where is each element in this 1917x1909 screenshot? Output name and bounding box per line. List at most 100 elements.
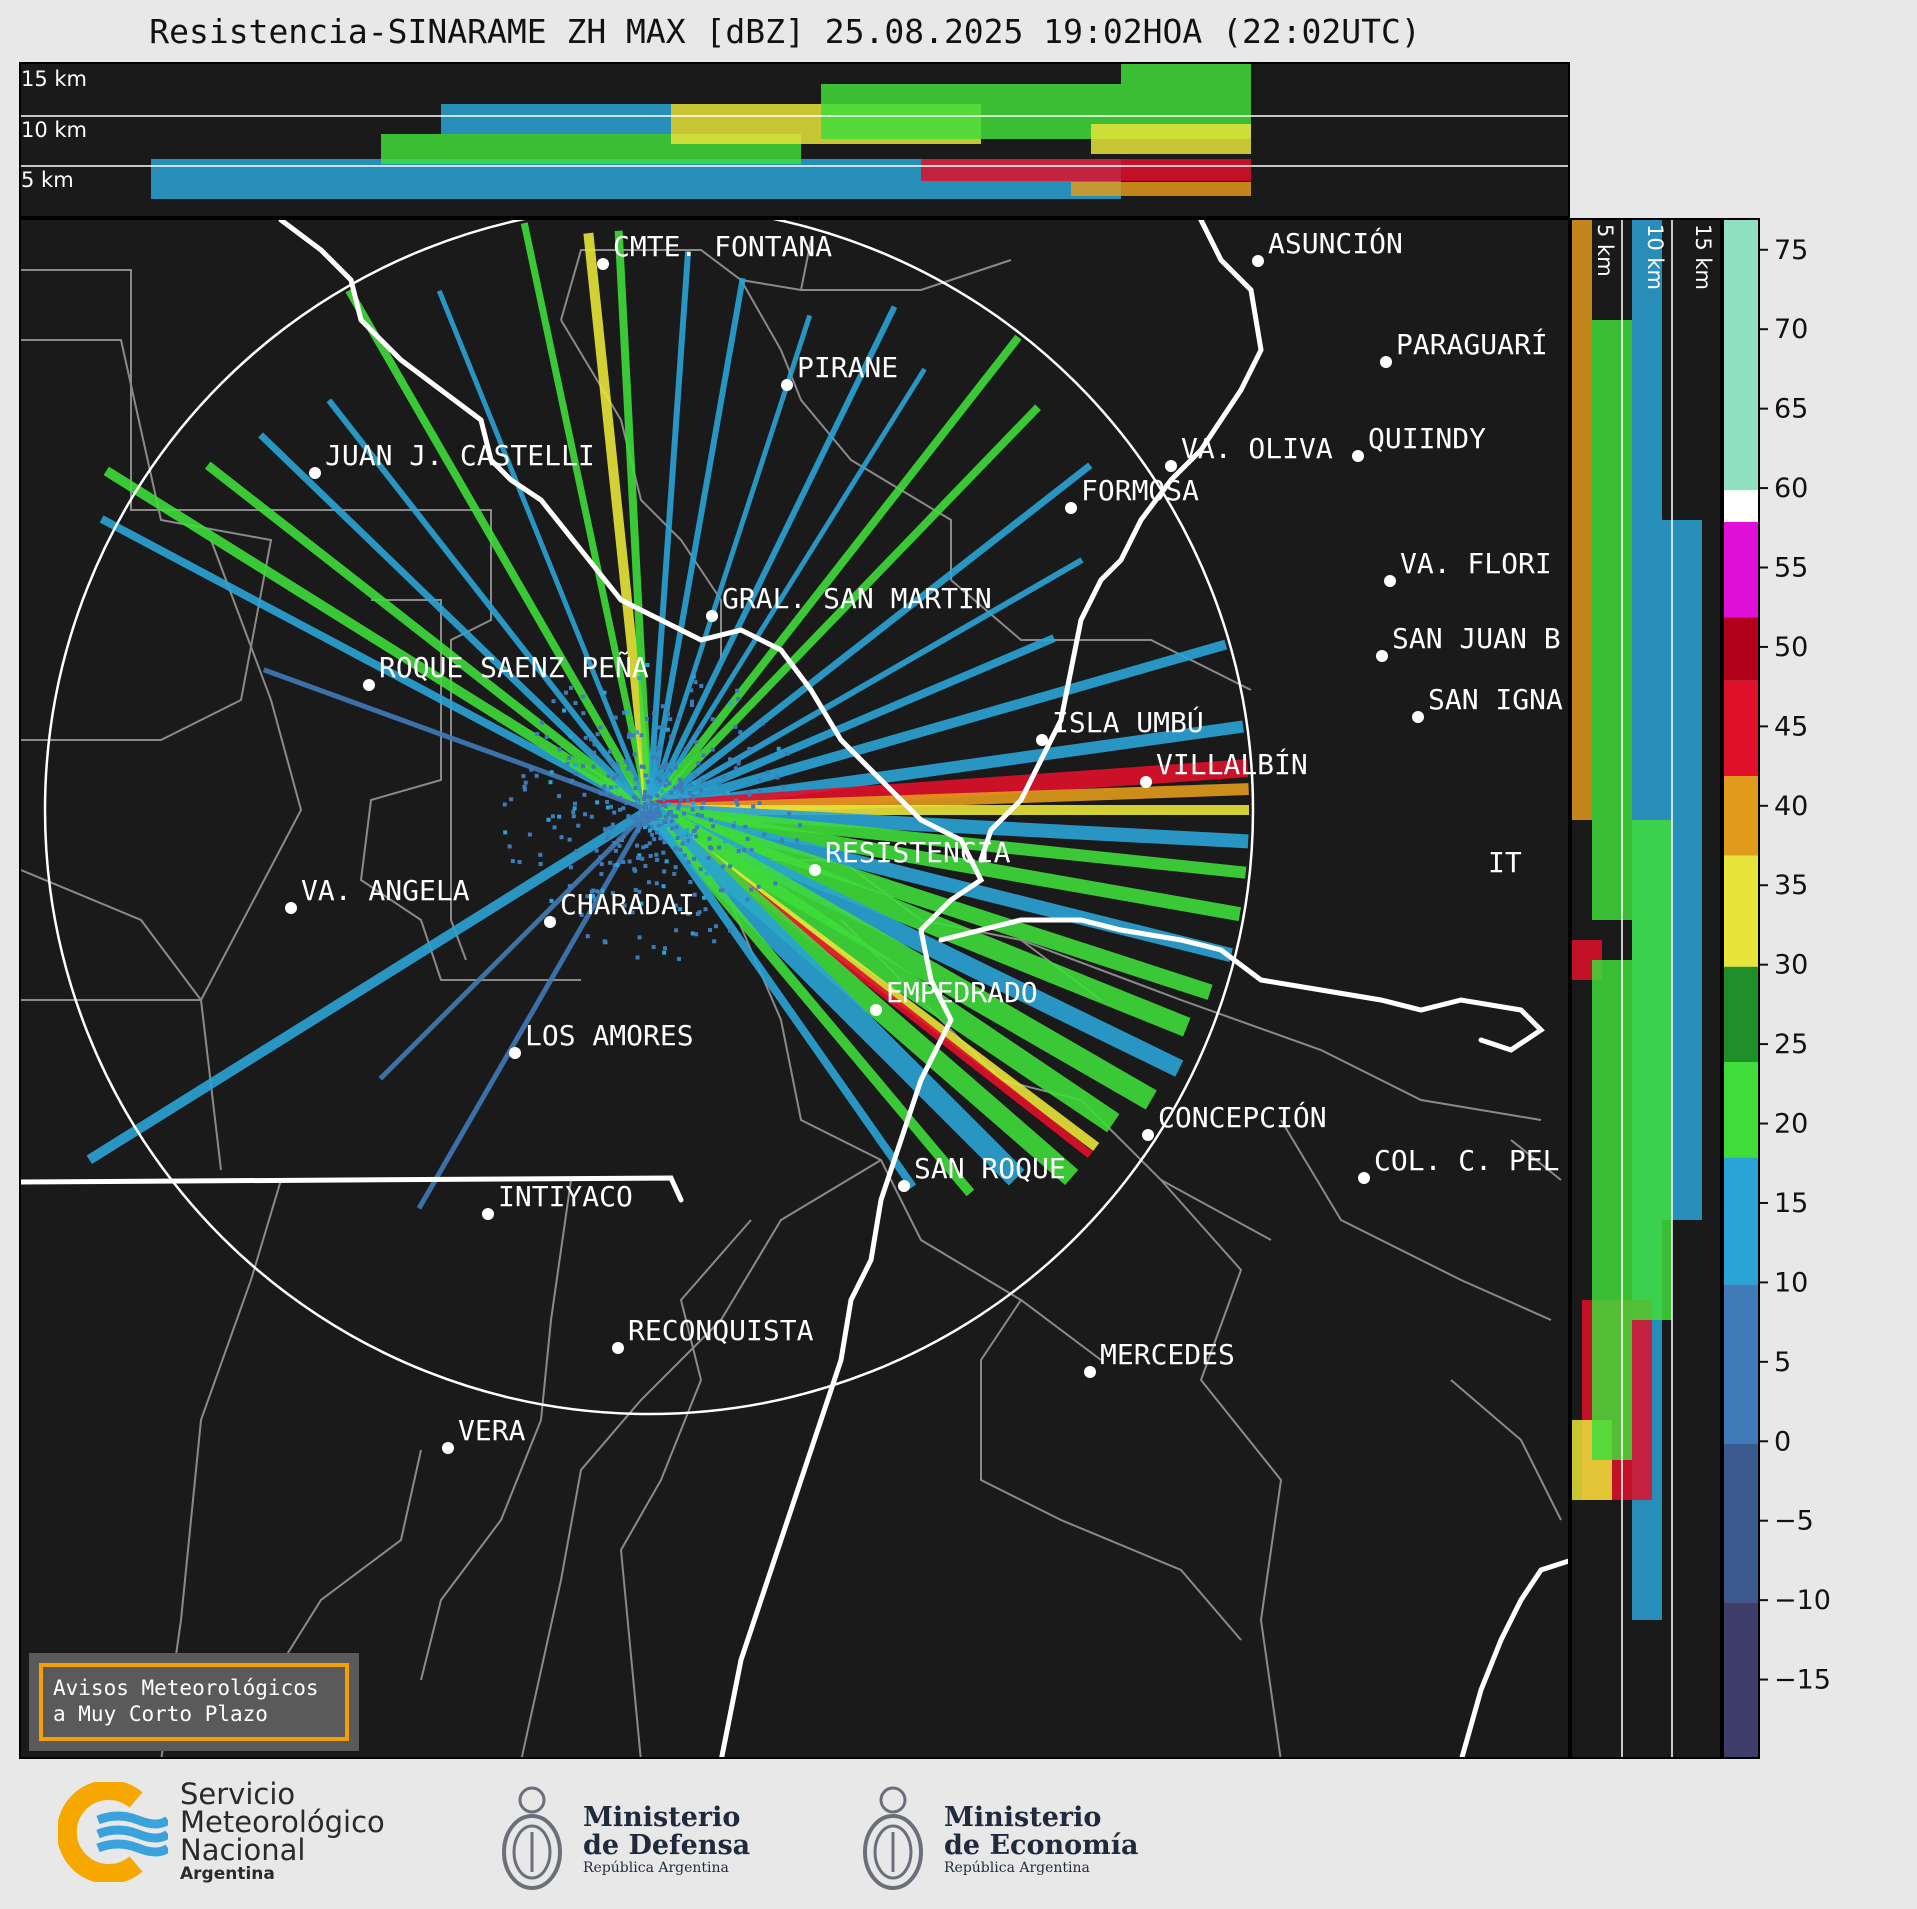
clutter-dot bbox=[613, 848, 618, 853]
clutter-dot bbox=[613, 715, 618, 720]
clutter-dot bbox=[626, 813, 631, 818]
boundary-line bbox=[520, 1159, 882, 1757]
clutter-dot bbox=[644, 819, 649, 824]
clutter-dot bbox=[694, 825, 699, 830]
city-label: VILLALBÍN bbox=[1156, 747, 1308, 781]
city-label: CHARADAI bbox=[560, 888, 695, 921]
top-echo-bands bbox=[151, 64, 1251, 199]
colorbar-tick-label: −5 bbox=[1774, 1506, 1814, 1537]
clutter-dot bbox=[510, 859, 515, 864]
clutter-dot bbox=[620, 838, 625, 843]
clutter-dot bbox=[642, 793, 647, 798]
clutter-dot bbox=[672, 871, 677, 876]
clutter-dot bbox=[573, 771, 578, 776]
clutter-dot bbox=[734, 798, 739, 803]
profile-band bbox=[1091, 124, 1251, 154]
clutter-dot bbox=[603, 827, 608, 832]
clutter-dot bbox=[708, 817, 713, 822]
clutter-dot bbox=[760, 721, 765, 726]
clutter-dot bbox=[698, 867, 703, 872]
clutter-dot bbox=[681, 811, 686, 816]
city-marker: PARAGUARÍ bbox=[1380, 327, 1548, 368]
clutter-dot bbox=[645, 803, 650, 808]
clutter-dot bbox=[647, 880, 652, 885]
clutter-dot bbox=[694, 834, 699, 839]
clutter-dot bbox=[657, 764, 662, 769]
colorbar-segment bbox=[1724, 855, 1758, 967]
clutter-dot bbox=[776, 746, 781, 751]
clutter-dot bbox=[673, 765, 678, 770]
clutter-dot bbox=[677, 956, 682, 961]
clutter-dot bbox=[615, 862, 620, 867]
clutter-dot bbox=[612, 776, 617, 781]
clutter-dot bbox=[638, 818, 643, 823]
clutter-dot bbox=[548, 780, 553, 785]
clutter-dot bbox=[549, 898, 554, 903]
avisos-box: Avisos Meteorológicos a Muy Corto Plazo bbox=[39, 1663, 349, 1741]
clutter-dot bbox=[731, 824, 736, 829]
reflectivity-ray bbox=[646, 367, 927, 812]
clutter-dot bbox=[535, 732, 540, 737]
colorbar-segment bbox=[1724, 490, 1758, 522]
clutter-dot bbox=[673, 903, 678, 908]
clutter-dot bbox=[691, 801, 696, 806]
city-dot bbox=[1376, 650, 1388, 662]
clutter-dot bbox=[645, 663, 650, 668]
radar-map[interactable]: CMTE. FONTANA PIRANE ASUNCIÓN PARAGUARÍ JUAN… bbox=[19, 218, 1570, 1759]
clutter-dot bbox=[617, 807, 622, 812]
clutter-dot bbox=[651, 755, 656, 760]
colorbar-tick-label: 30 bbox=[1774, 950, 1808, 981]
colorbar-tick-label: 40 bbox=[1774, 791, 1808, 822]
clutter-dot bbox=[787, 811, 792, 816]
clutter-dot bbox=[677, 802, 682, 807]
clutter-dot bbox=[641, 845, 646, 850]
city-label: IT bbox=[1488, 846, 1522, 879]
clutter-dot bbox=[666, 802, 671, 807]
city-label: GRAL. SAN MARTIN bbox=[722, 582, 992, 615]
colorbar-tick-label: 15 bbox=[1774, 1188, 1808, 1219]
paraguay-parana-river bbox=[278, 220, 985, 1757]
clutter-dot bbox=[621, 860, 626, 865]
profile-band bbox=[1632, 820, 1672, 1320]
city-marker: ISLA UMBÚ bbox=[1036, 705, 1204, 746]
clutter-dot bbox=[743, 824, 748, 829]
reflectivity-ray bbox=[645, 807, 917, 1190]
clutter-dot bbox=[706, 856, 711, 861]
clutter-dot bbox=[576, 823, 581, 828]
colorbar-tick-label: 50 bbox=[1774, 632, 1808, 663]
clutter-dot bbox=[599, 862, 604, 867]
city-marker: LOS AMORES bbox=[509, 1019, 694, 1059]
clutter-dot bbox=[692, 892, 697, 897]
clutter-dot bbox=[624, 800, 629, 805]
economia-line2: de Economía bbox=[944, 1830, 1139, 1861]
colorbar-segment bbox=[1724, 220, 1758, 491]
clutter-dot bbox=[646, 799, 651, 804]
clutter-dot bbox=[595, 732, 600, 737]
clutter-dot bbox=[661, 797, 666, 802]
city-dot bbox=[482, 1208, 494, 1220]
city-label: VA. ANGELA bbox=[301, 874, 470, 907]
city-marker: SAN ROQUE bbox=[898, 1152, 1066, 1192]
reflectivity-ray bbox=[262, 667, 650, 813]
clutter-dot bbox=[644, 810, 649, 815]
clutter-dot bbox=[598, 725, 603, 730]
clutter-dot bbox=[637, 935, 642, 940]
clutter-dot bbox=[568, 865, 573, 870]
clutter-dot bbox=[565, 762, 570, 767]
clutter-dot bbox=[707, 928, 712, 933]
clutter-dot bbox=[663, 804, 668, 809]
clutter-dot bbox=[695, 911, 700, 916]
clutter-dot bbox=[690, 699, 695, 704]
clutter-dot bbox=[602, 784, 607, 789]
clutter-dot bbox=[699, 806, 704, 811]
clutter-dot bbox=[651, 816, 656, 821]
clutter-dot bbox=[523, 780, 528, 785]
clutter-dot bbox=[606, 833, 611, 838]
city-marker: INTIYACO bbox=[482, 1180, 633, 1220]
height-label-15km: 15 km bbox=[21, 67, 87, 91]
clutter-dot bbox=[785, 751, 790, 756]
reflectivity-ray bbox=[646, 305, 898, 812]
city-marker: VA. OLIVA bbox=[1165, 432, 1333, 472]
clutter-dot bbox=[736, 697, 741, 702]
parana-upper-river bbox=[938, 917, 1545, 1053]
